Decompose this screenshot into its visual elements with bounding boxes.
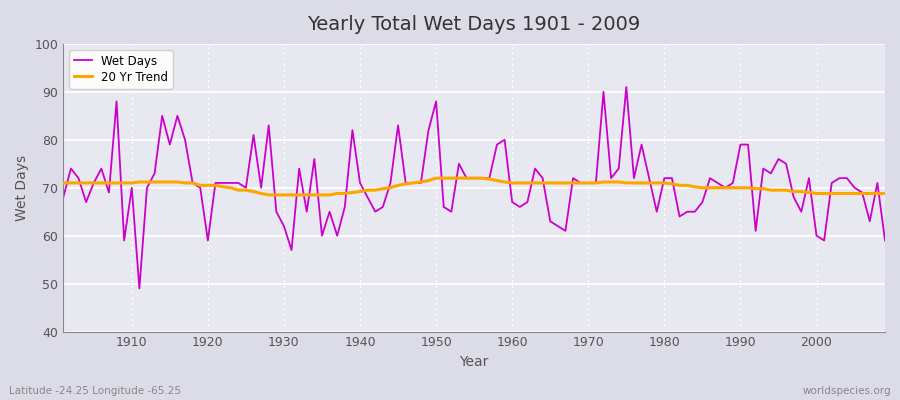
Wet Days [293,166,304,171]
20 Yr Trend [293,192,304,197]
X-axis label: Year: Year [460,355,489,369]
20 Yr Trend [515,180,526,185]
Y-axis label: Wet Days: Wet Days [15,155,29,221]
Wet Days [606,176,616,180]
Wet Days [879,238,890,243]
20 Yr Trend [264,192,274,197]
20 Yr Trend [879,191,890,196]
Wet Days [621,85,632,90]
20 Yr Trend [58,180,68,185]
Wet Days [134,286,145,291]
Legend: Wet Days, 20 Yr Trend: Wet Days, 20 Yr Trend [69,50,173,89]
20 Yr Trend [119,180,130,185]
20 Yr Trend [339,191,350,196]
Text: Latitude -24.25 Longitude -65.25: Latitude -24.25 Longitude -65.25 [9,386,181,396]
20 Yr Trend [431,176,442,180]
20 Yr Trend [522,180,533,185]
Text: worldspecies.org: worldspecies.org [803,386,891,396]
20 Yr Trend [613,180,624,184]
Line: Wet Days: Wet Days [63,87,885,288]
Wet Days [58,195,68,200]
Line: 20 Yr Trend: 20 Yr Trend [63,178,885,195]
Wet Days [515,204,526,209]
Title: Yearly Total Wet Days 1901 - 2009: Yearly Total Wet Days 1901 - 2009 [308,15,641,34]
Wet Days [339,204,350,209]
Wet Days [507,200,517,204]
Wet Days [119,238,130,243]
